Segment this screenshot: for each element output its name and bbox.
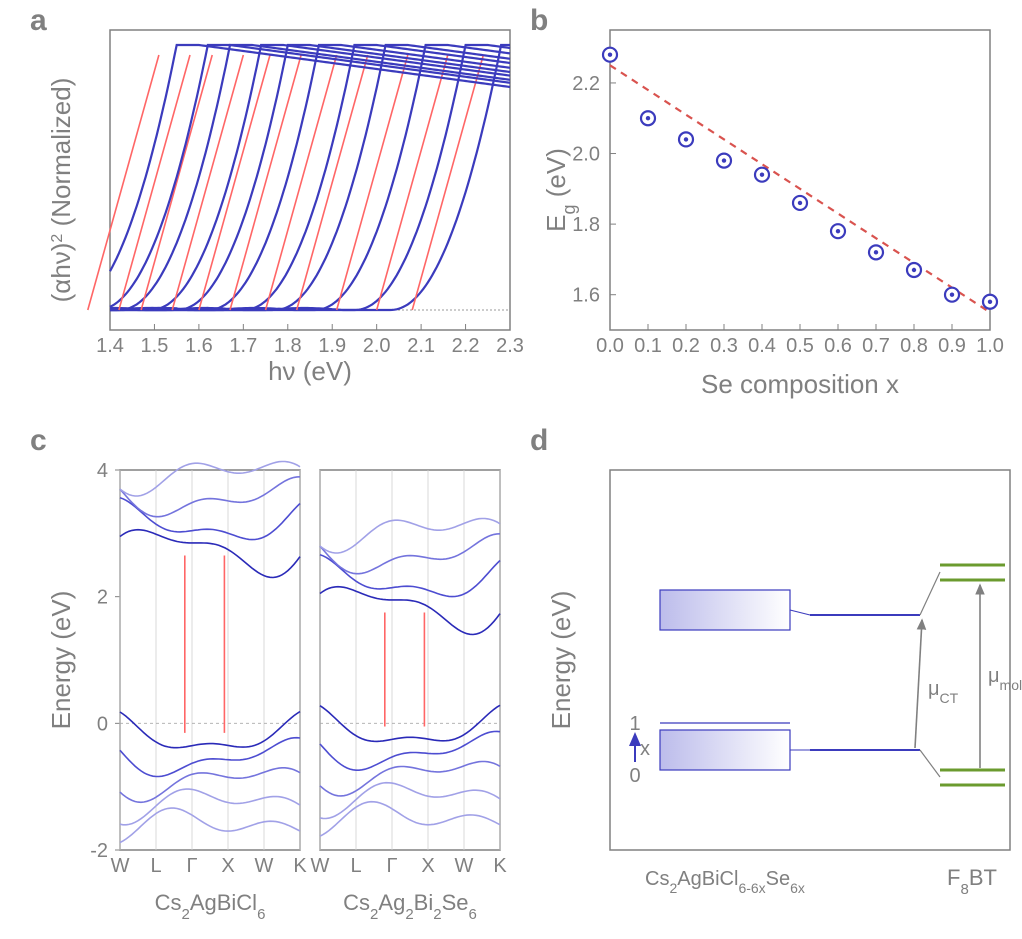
panel-d: d Energy (eV) 1 x 0: [530, 424, 1022, 898]
svg-text:1.6: 1.6: [572, 285, 600, 307]
svg-text:0.1: 0.1: [634, 335, 662, 357]
panel-label-b: b: [530, 4, 548, 37]
panel-b: b 1.6 1.8 2.0 2.2 0.0 0.1 0.2 0.3 0.4 0.5 0.6 0.7 0…: [530, 4, 1004, 399]
svg-text:1.8: 1.8: [274, 335, 302, 357]
panel-d-right-title: F8BT: [947, 865, 997, 898]
band-structure-right: [320, 470, 500, 850]
svg-text:0.9: 0.9: [938, 335, 966, 357]
svg-text:2.0: 2.0: [363, 335, 391, 357]
svg-text:0.2: 0.2: [672, 335, 700, 357]
svg-text:X: X: [421, 855, 434, 877]
x-top-label: 1: [629, 713, 640, 735]
svg-text:2.2: 2.2: [452, 335, 480, 357]
svg-text:0.7: 0.7: [862, 335, 890, 357]
panel-label-d: d: [530, 424, 548, 457]
svg-text:1.0: 1.0: [976, 335, 1004, 357]
svg-text:W: W: [255, 855, 274, 877]
inorganic-vb-band: [660, 730, 790, 770]
svg-text:1.5: 1.5: [141, 335, 169, 357]
svg-text:2.2: 2.2: [572, 73, 600, 95]
svg-text:0.0: 0.0: [596, 335, 624, 357]
panel-a: a 1.4 1.5 1.6 1.7 1.8 1.9 2.0 2.1 2.2 2.3 (αhν)2 …: [30, 4, 524, 386]
panel-d-ylabel: Energy (eV): [546, 591, 576, 730]
panel-a-xlabel: hν (eV): [268, 356, 352, 386]
svg-text:1.9: 1.9: [318, 335, 346, 357]
svg-text:Γ: Γ: [186, 855, 197, 877]
panel-c: c Energy (eV) -2024 WLΓXWKWLΓXWK Cs2AgBi…: [30, 424, 507, 923]
svg-text:1.7: 1.7: [229, 335, 257, 357]
svg-text:2.1: 2.1: [407, 335, 435, 357]
figure-svg: a 1.4 1.5 1.6 1.7 1.8 1.9 2.0 2.1 2.2 2.3 (αhν)2 …: [0, 0, 1022, 934]
svg-text:Γ: Γ: [386, 855, 397, 877]
svg-text:K: K: [293, 855, 307, 877]
svg-text:0.3: 0.3: [710, 335, 738, 357]
panel-label-a: a: [30, 4, 47, 37]
svg-text:X: X: [221, 855, 234, 877]
panel-label-c: c: [30, 424, 47, 457]
svg-text:0.4: 0.4: [748, 335, 776, 357]
svg-text:0: 0: [97, 713, 108, 735]
svg-text:W: W: [111, 855, 130, 877]
band-structure-left: [120, 462, 300, 851]
svg-text:L: L: [350, 855, 361, 877]
svg-text:0.5: 0.5: [786, 335, 814, 357]
panel-b-plot: 1.6 1.8 2.0 2.2 0.0 0.1 0.2 0.3 0.4 0.5 0.6 0.7 0.8…: [572, 30, 1004, 357]
panel-b-xlabel: Se composition x: [701, 369, 899, 399]
panel-c-left-title: Cs2AgBiCl6: [155, 890, 266, 923]
svg-text:0.6: 0.6: [824, 335, 852, 357]
x-axis-symbol: x: [640, 738, 650, 760]
svg-text:1.6: 1.6: [185, 335, 213, 357]
svg-text:L: L: [150, 855, 161, 877]
inorganic-cb-band: [660, 590, 790, 630]
svg-text:2: 2: [97, 587, 108, 609]
svg-text:K: K: [493, 855, 507, 877]
x-bottom-label: 0: [629, 765, 640, 787]
panel-d-plot: 1 x 0 μCT μmol Cs2AgBiCl6-6xSe: [610, 470, 1022, 898]
panel-a-plot: 1.4 1.5 1.6 1.7 1.8 1.9 2.0 2.1 2.2 2.3: [88, 30, 524, 357]
svg-text:2.3: 2.3: [496, 335, 524, 357]
panel-c-ylabel: Energy (eV): [46, 591, 76, 730]
svg-text:0.8: 0.8: [900, 335, 928, 357]
svg-text:4: 4: [97, 460, 108, 482]
svg-text:1.8: 1.8: [572, 214, 600, 236]
svg-text:2.0: 2.0: [572, 144, 600, 166]
svg-text:1.4: 1.4: [96, 335, 124, 357]
svg-text:-2: -2: [90, 840, 108, 862]
panel-c-right-title: Cs2Ag2Bi2Se6: [343, 890, 477, 923]
panel-a-ylabel: (αhν)2 (Normalized): [46, 78, 76, 303]
svg-text:W: W: [455, 855, 474, 877]
panel-d-left-title: Cs2AgBiCl6-6xSe6x: [645, 868, 805, 896]
svg-text:W: W: [311, 855, 330, 877]
